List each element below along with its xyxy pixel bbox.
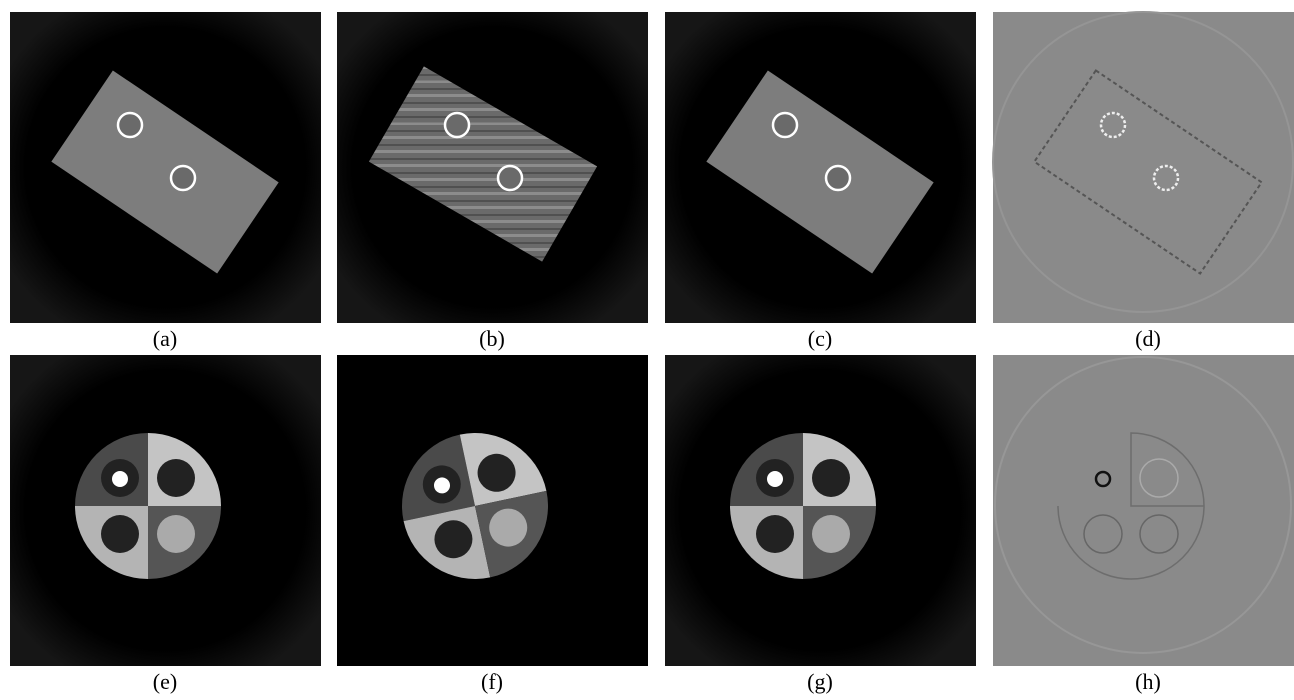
- panel-image: [337, 12, 648, 323]
- panel-label: (h): [1135, 669, 1161, 694]
- panel-image: [993, 355, 1294, 666]
- figure: (a) (b) (c) (d) (e) (f) (g) (h): [0, 0, 1294, 695]
- panel-image: [993, 12, 1294, 323]
- page: {"panels": [ {"label": "(a)"}, {"label":…: [0, 0, 1294, 695]
- panel-label: (d): [1135, 326, 1161, 351]
- panel-label: (b): [479, 326, 505, 351]
- panel-image: [665, 12, 976, 323]
- panel-image: [665, 355, 976, 666]
- panel-label: (f): [481, 669, 503, 694]
- panel-label: (c): [808, 326, 832, 351]
- panel-label: (g): [807, 669, 833, 694]
- panel-image: [10, 355, 321, 666]
- panel-label: (a): [153, 326, 177, 351]
- panel-label: (e): [153, 669, 177, 694]
- panel-image: [10, 12, 321, 323]
- panel-image: [337, 355, 648, 666]
